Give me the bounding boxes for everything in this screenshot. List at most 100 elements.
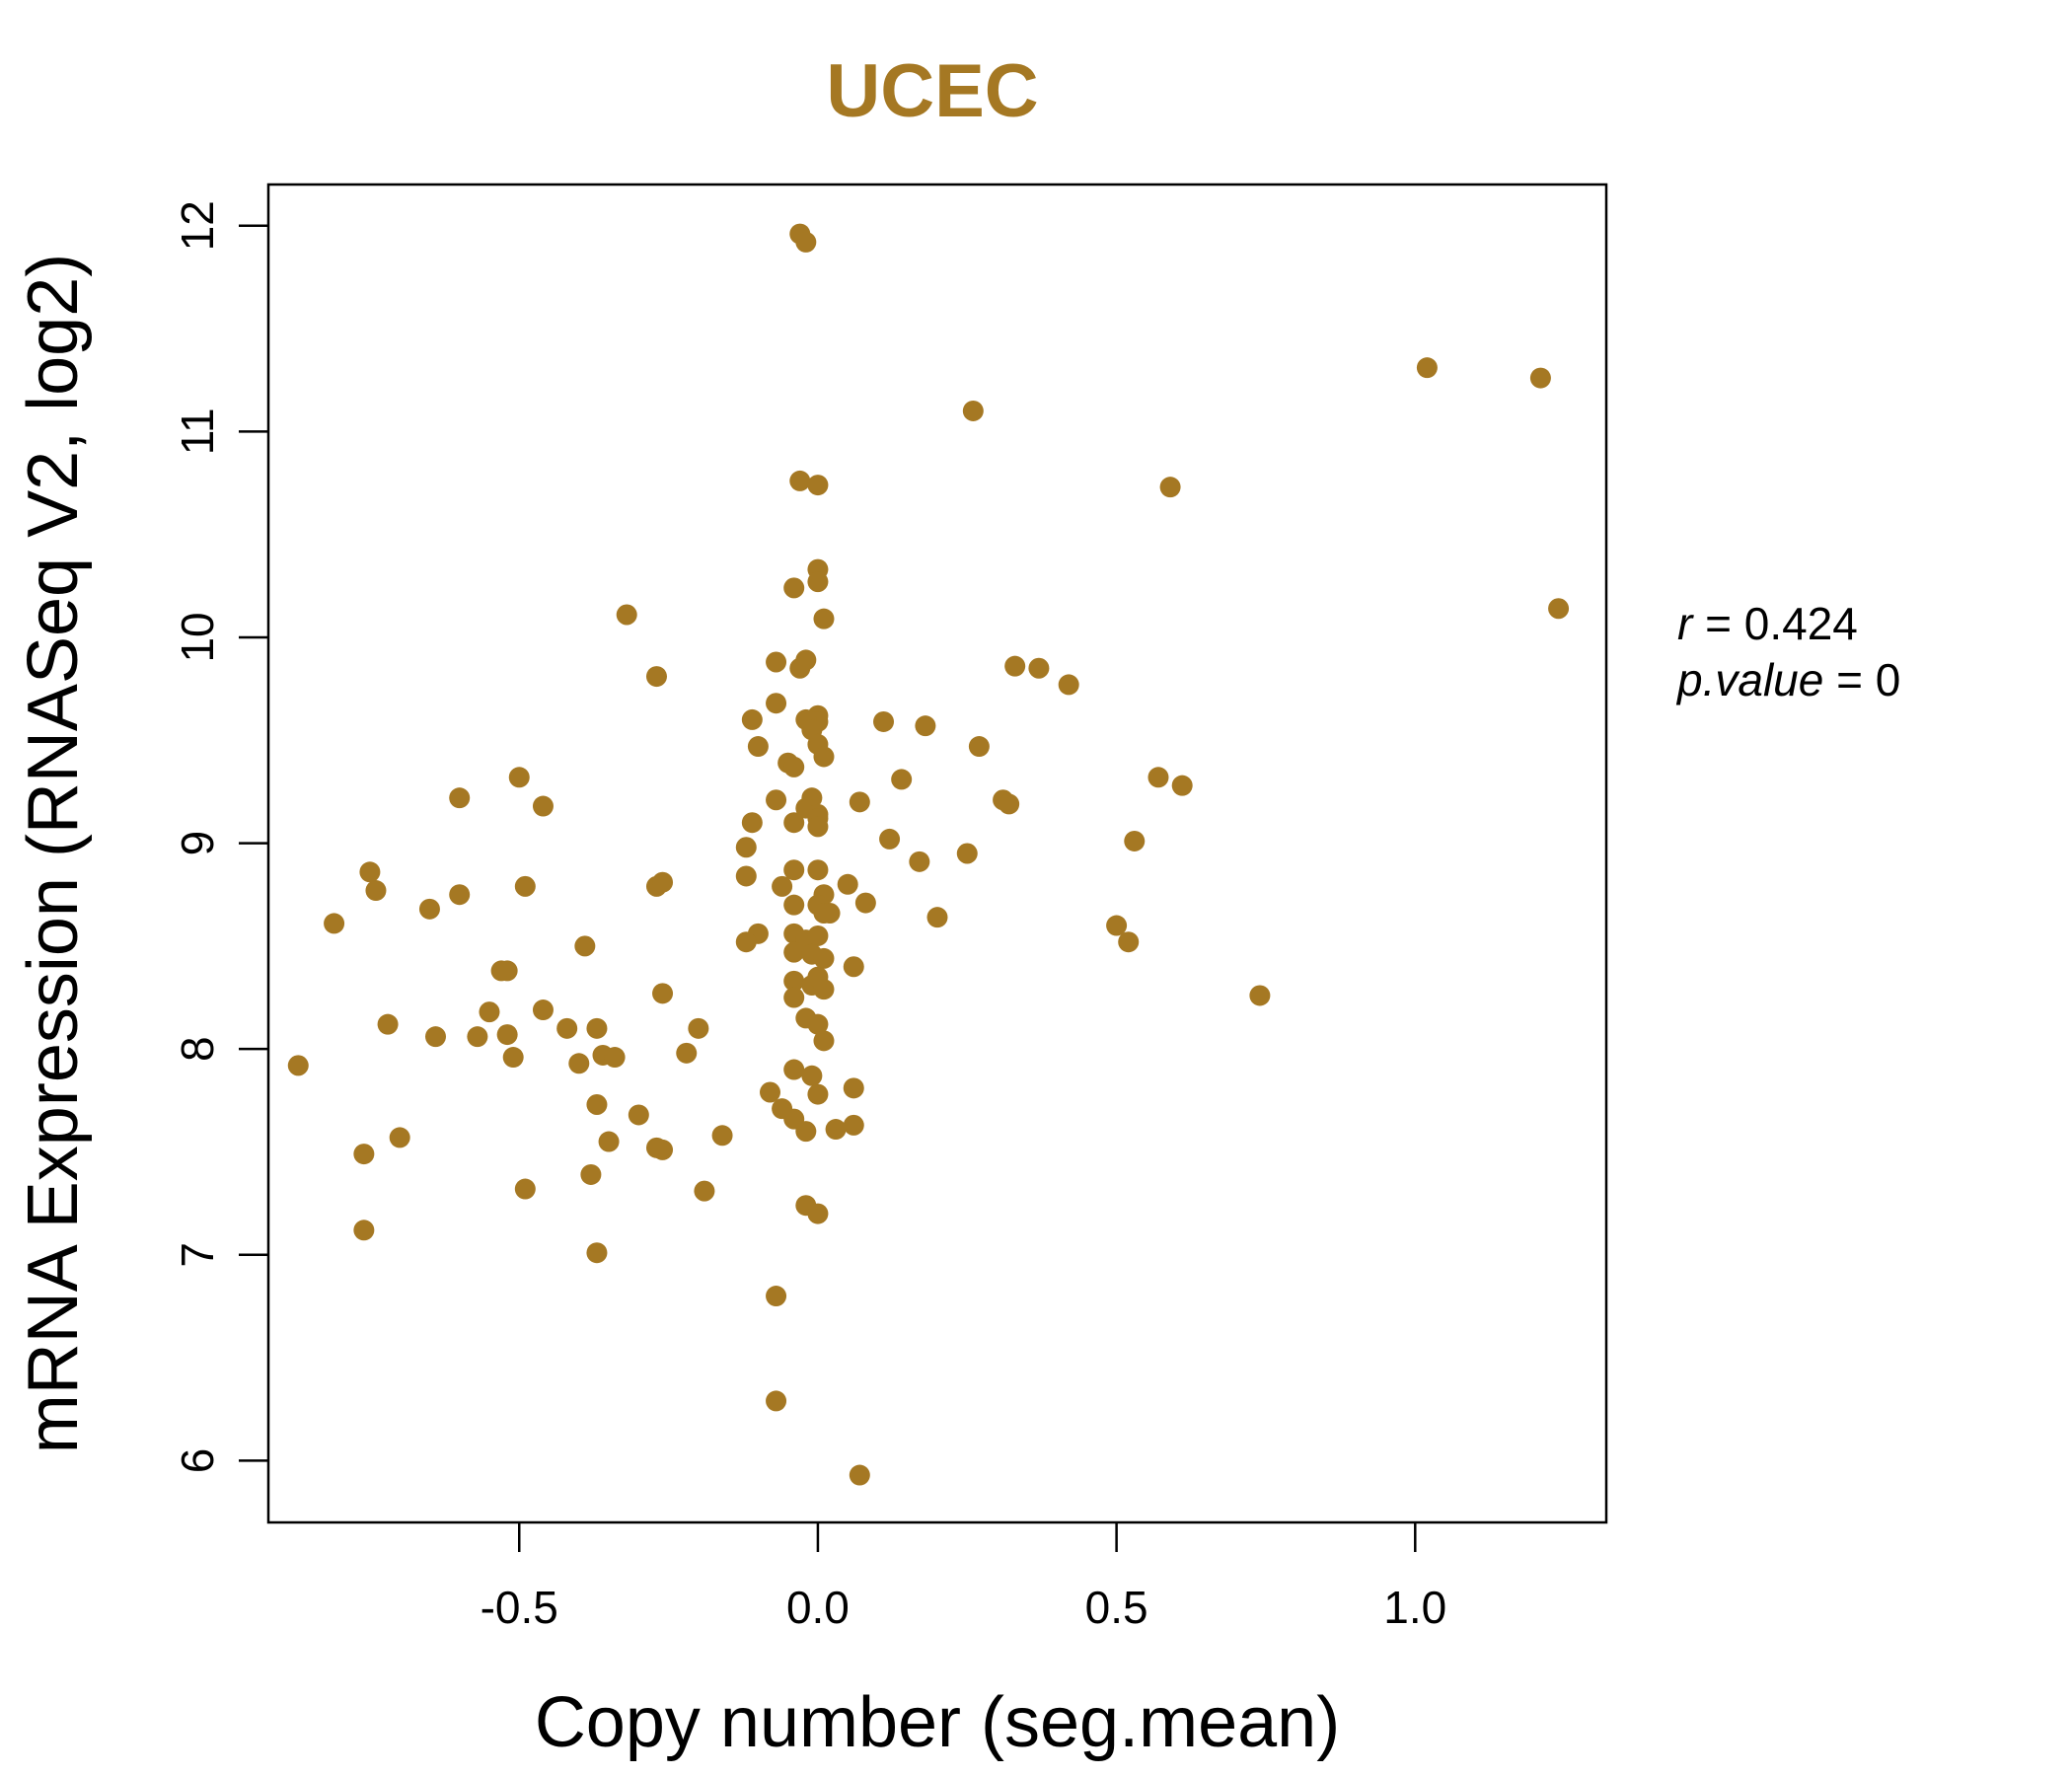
data-point: [825, 1119, 847, 1141]
data-point: [735, 837, 757, 858]
data-point: [760, 1081, 780, 1103]
data-point: [324, 913, 345, 934]
data-point: [645, 1137, 667, 1158]
y-tick-label: 12: [172, 200, 223, 251]
data-point: [956, 843, 978, 864]
x-tick-label: 0.0: [786, 1582, 850, 1633]
data-point: [968, 736, 990, 758]
data-point: [645, 666, 667, 688]
data-point: [652, 983, 674, 1004]
y-tick-label: 6: [172, 1448, 223, 1474]
data-point: [604, 1047, 626, 1069]
data-point: [1529, 367, 1551, 389]
data-point: [909, 851, 930, 872]
data-point: [783, 756, 805, 777]
data-point: [879, 828, 901, 850]
y-axis: 6 7 8 9 10 11 12: [172, 200, 268, 1473]
data-point: [783, 987, 805, 1008]
data-point: [962, 400, 984, 421]
data-point: [496, 1024, 518, 1046]
data-point: [449, 884, 471, 906]
data-point: [532, 795, 554, 817]
data-point: [789, 470, 811, 491]
data-point: [688, 1017, 709, 1039]
y-tick-label: 7: [172, 1242, 223, 1268]
x-axis-label: Copy number (seg.mean): [535, 1683, 1340, 1762]
data-point: [1118, 931, 1140, 953]
data-point: [783, 970, 805, 992]
data-point: [795, 231, 817, 253]
data-point: [807, 816, 829, 838]
plot-frame: [266, 183, 1608, 1524]
data-point: [766, 789, 787, 811]
data-point: [1147, 767, 1169, 788]
data-point: [1159, 477, 1181, 498]
data-point: [1028, 657, 1050, 679]
data-point: [807, 475, 829, 496]
data-point: [795, 1121, 817, 1143]
p-value-value: 0: [1876, 654, 1901, 705]
data-point: [532, 999, 554, 1021]
data-point: [783, 941, 805, 963]
r-label: r: [1677, 598, 1694, 649]
data-point: [813, 608, 835, 629]
data-point: [449, 787, 471, 809]
data-point: [377, 1013, 399, 1035]
data-points: [287, 223, 1570, 1486]
data-point: [502, 1047, 524, 1069]
y-axis-label: mRNA Expression (RNASeq V2, log2): [14, 254, 93, 1453]
data-point: [789, 657, 811, 679]
data-point: [849, 1464, 870, 1486]
y-tick-label: 10: [172, 612, 223, 662]
data-point: [568, 1053, 590, 1074]
data-point: [628, 1104, 649, 1126]
data-point: [676, 1042, 698, 1064]
data-point: [837, 873, 858, 895]
x-tick-label: -0.5: [481, 1582, 558, 1633]
data-point: [418, 898, 440, 920]
data-point: [389, 1127, 410, 1148]
y-tick-label: 9: [172, 831, 223, 856]
data-point: [616, 604, 637, 626]
data-point: [365, 880, 387, 902]
data-point: [747, 736, 769, 758]
p-value-stat: p.value = 0: [1675, 654, 1900, 705]
data-point: [783, 812, 805, 834]
data-point: [586, 1094, 608, 1116]
data-point: [1171, 775, 1193, 796]
data-point: [735, 931, 757, 953]
data-point: [1124, 830, 1146, 851]
data-point: [843, 956, 864, 978]
data-point: [766, 693, 787, 714]
data-point: [1416, 357, 1438, 379]
data-point: [807, 1203, 829, 1224]
data-point: [353, 1144, 375, 1165]
p-value-equals: =: [1836, 654, 1876, 705]
data-point: [735, 865, 757, 887]
data-point: [586, 1242, 608, 1264]
data-point: [598, 1131, 620, 1152]
x-tick-label: 0.5: [1085, 1582, 1148, 1633]
data-point: [508, 767, 530, 788]
p-value-label: p.value: [1675, 654, 1823, 705]
data-point: [783, 859, 805, 881]
data-point: [813, 979, 835, 1000]
r-value: 0.424: [1744, 598, 1858, 649]
data-point: [580, 1163, 602, 1185]
y-tick-label: 11: [172, 407, 223, 455]
data-point: [741, 708, 763, 730]
data-point: [819, 902, 841, 924]
data-point: [766, 1390, 787, 1412]
r-equals: =: [1705, 598, 1744, 649]
y-tick-label: 8: [172, 1036, 223, 1062]
data-point: [359, 861, 381, 883]
data-point: [783, 1059, 805, 1080]
data-point: [813, 947, 835, 969]
data-point: [766, 651, 787, 673]
data-point: [801, 1065, 823, 1086]
data-point: [783, 894, 805, 916]
data-point: [586, 1017, 608, 1039]
data-point: [353, 1220, 375, 1241]
data-point: [1249, 985, 1271, 1006]
